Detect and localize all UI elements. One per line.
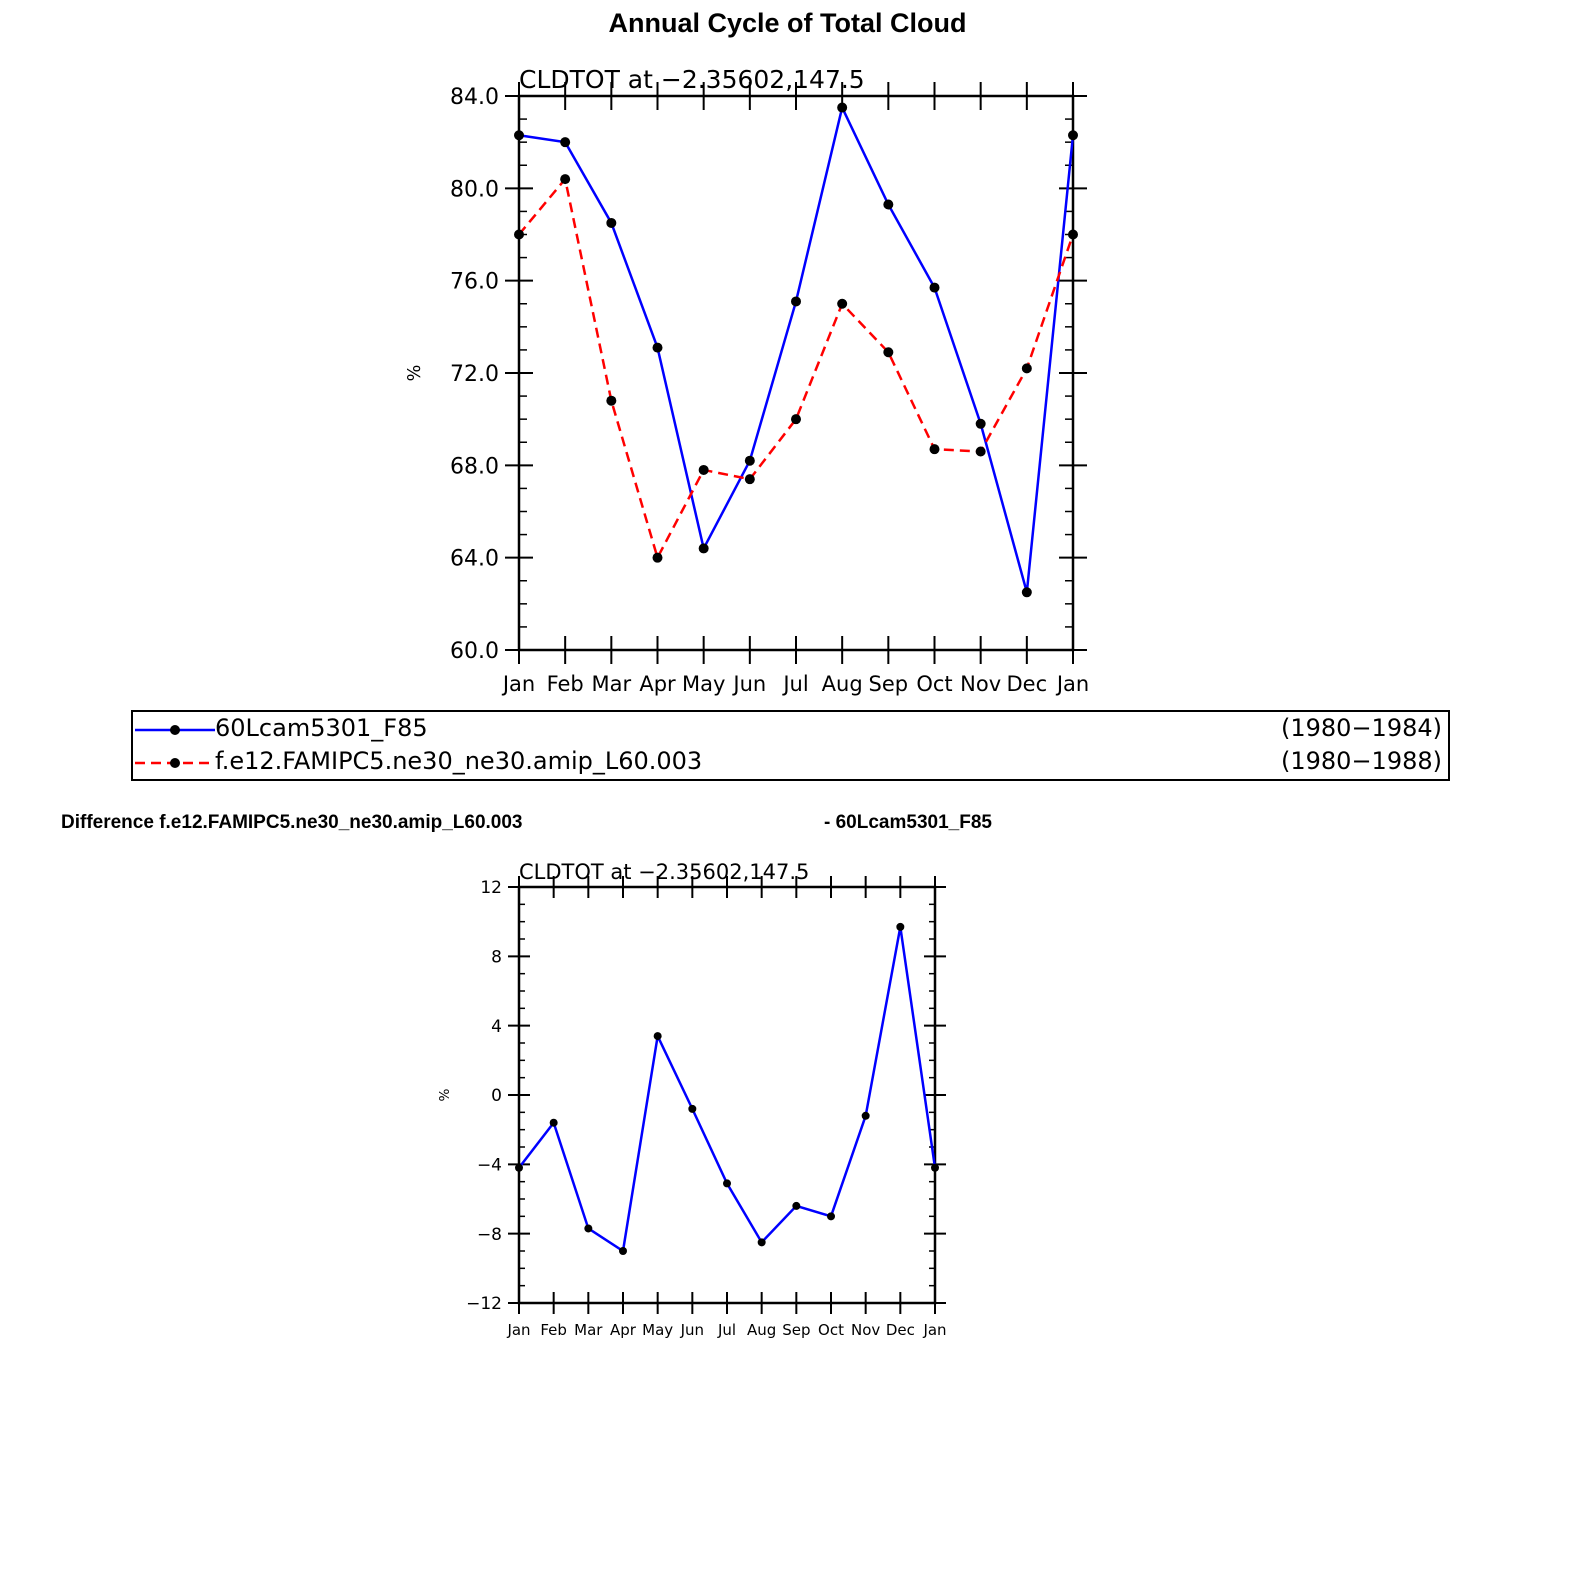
- x-tick-label-0-1: Feb: [547, 672, 584, 696]
- x-tick-label-0-5: Jun: [731, 672, 766, 696]
- main-title: Annual Cycle of Total Cloud: [608, 8, 967, 38]
- legend-entry-2: f.e12.FAMIPC5.ne30_ne30.amip_L60.003 (19…: [133, 747, 1448, 779]
- data-point-0-1-5: [744, 474, 755, 485]
- data-point-0-0-4: [698, 543, 709, 554]
- difference-title-right: - 60Lcam5301_F85: [824, 812, 992, 833]
- data-point-0-0-11: [1021, 587, 1032, 598]
- data-point-0-0-0: [514, 130, 524, 141]
- plot-frame-0: [517, 94, 1075, 652]
- data-point-0-1-0: [514, 229, 524, 240]
- data-point-0-0-5: [744, 455, 755, 466]
- data-point-0-1-11: [1021, 363, 1032, 374]
- data-point-0-0-2: [606, 217, 617, 228]
- legend-years-2: (1980−1988): [1281, 747, 1442, 775]
- legend-name-2: f.e12.FAMIPC5.ne30_ne30.amip_L60.003: [215, 747, 703, 775]
- data-point-0-1-3: [652, 552, 663, 563]
- data-point-0-0-9: [929, 282, 940, 293]
- chart-subtitle-0: CLDTOT at −2.35602,147.5: [519, 65, 865, 94]
- x-tick-label-0-9: Oct: [916, 672, 952, 696]
- legend-entry-1: 60Lcam5301_F85 (1980−1984): [133, 714, 1448, 746]
- legend-name-1: 60Lcam5301_F85: [215, 714, 428, 742]
- y-tick-label-0-4: 76.0: [450, 270, 499, 295]
- x-tick-label-0-3: Apr: [639, 672, 676, 696]
- y-tick-label-0-1: 64.0: [450, 547, 499, 572]
- series-line-0-0: [518, 103, 1075, 593]
- y-tick-label-0-6: 84.0: [450, 85, 499, 110]
- data-point-0-1-8: [883, 347, 894, 358]
- data-point-0-0-1: [560, 137, 571, 148]
- data-point-0-1-2: [606, 395, 617, 406]
- x-tick-label-0-12: Jan: [1055, 672, 1089, 696]
- data-point-0-0-8: [883, 199, 894, 210]
- y-tick-label-0-0: 60.0: [450, 639, 499, 664]
- data-point-0-1-6: [791, 414, 801, 425]
- data-point-0-1-10: [975, 446, 986, 457]
- x-tick-label-0-10: Nov: [960, 672, 1001, 696]
- x-tick-label-0-4: May: [682, 672, 725, 696]
- data-point-0-1-1: [560, 174, 571, 185]
- data-point-0-1-9: [929, 444, 940, 455]
- y-axis-label-0: %: [405, 365, 425, 382]
- x-tick-label-0-6: Jul: [781, 672, 808, 696]
- legend: 60Lcam5301_F85 (1980−1984) f.e12.FAMIPC5…: [131, 710, 1450, 781]
- y-tick-label-0-2: 68.0: [450, 454, 499, 479]
- x-tick-label-0-11: Dec: [1007, 672, 1048, 696]
- data-point-0-0-12: [1068, 130, 1078, 141]
- x-tick-label-0-8: Sep: [869, 672, 909, 696]
- data-point-0-1-7: [837, 298, 848, 309]
- data-point-0-1-4: [698, 464, 709, 475]
- data-point-0-0-6: [791, 296, 801, 307]
- legend-line-2: [135, 758, 215, 768]
- data-point-0-1-12: [1068, 229, 1078, 240]
- data-point-0-0-10: [975, 418, 986, 429]
- x-tick-label-0-2: Mar: [592, 672, 632, 696]
- y-tick-label-0-3: 72.0: [450, 362, 499, 387]
- data-point-0-0-7: [837, 102, 848, 113]
- legend-years-1: (1980−1984): [1281, 714, 1442, 742]
- y-tick-label-0-5: 80.0: [450, 177, 499, 202]
- chart-0-group: CLDTOT at −2.35602,147.5 60.0 64.0 68.0 72.0…: [405, 65, 1089, 696]
- legend-line-1: [135, 725, 215, 735]
- series-line-0-1: [518, 176, 1075, 561]
- x-tick-label-0-7: Aug: [822, 672, 863, 696]
- data-point-0-0-3: [652, 342, 663, 353]
- x-tick-label-0-0: Jan: [501, 672, 535, 696]
- difference-title-left: Difference f.e12.FAMIPC5.ne30_ne30.amip_…: [61, 812, 523, 833]
